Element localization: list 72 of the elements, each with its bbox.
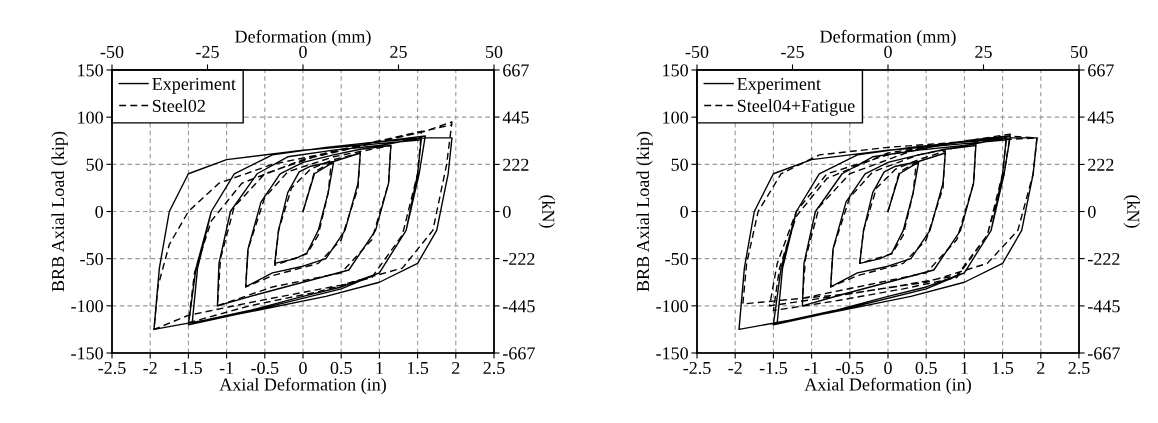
x2-axis-title: Deformation (mm) [820, 29, 956, 47]
y-tick-label: -150 [71, 347, 103, 360]
x-tick-label: 2.5 [483, 361, 505, 375]
y-tick-label: 150 [78, 64, 103, 77]
x-tick-label: 2 [452, 361, 460, 374]
x2-tick-label: -50 [100, 45, 124, 58]
x-tick-label: 1.5 [407, 361, 429, 375]
x-tick-label: 0.5 [915, 361, 937, 375]
x-axis-title: Axial Deformation (in) [219, 377, 386, 395]
x-tick-label: 0.5 [330, 361, 352, 375]
x2-axis-title: Deformation (mm) [235, 29, 371, 47]
y-tick-label: 100 [663, 111, 688, 124]
y2-tick-label: 445 [1087, 111, 1114, 124]
x-tick-label: 1 [376, 361, 383, 374]
x2-tick-label: 50 [486, 45, 503, 58]
y-tick-label: 50 [86, 158, 103, 171]
y2-tick-label: 222 [503, 158, 529, 171]
y-tick-label: -50 [665, 252, 688, 266]
legend-label: Experiment [152, 77, 236, 94]
y-tick-label: -50 [80, 252, 103, 266]
x-tick-label: -2 [143, 361, 157, 374]
y-axis-title: BRB Axial Load (kip) [636, 131, 653, 292]
y2-tick-label: -445 [503, 300, 535, 313]
y-tick-label: -150 [656, 347, 688, 360]
y2-tick-label: 0 [1088, 205, 1096, 218]
x-tick-label: 1 [961, 361, 968, 374]
x-tick-label: -2.5 [683, 361, 711, 375]
y-axis-title: BRB Axial Load (kip) [51, 131, 68, 292]
y-tick-label: -100 [656, 300, 688, 313]
y-tick-label: 0 [680, 205, 688, 218]
y2-tick-label: 667 [1088, 64, 1114, 77]
y2-tick-label: -667 [1088, 347, 1120, 360]
x2-tick-label: 25 [975, 45, 992, 58]
y2-axis-title: (kN) [538, 195, 555, 228]
x2-tick-label: 0 [299, 45, 307, 58]
x-tick-label: 2.5 [1068, 361, 1090, 375]
x-tick-label: -1.5 [759, 361, 787, 375]
x-tick-label: -2.5 [98, 361, 126, 375]
x-tick-label: 0 [299, 361, 307, 375]
y-tick-label: 50 [671, 158, 688, 171]
x-tick-label: 1.5 [992, 361, 1014, 375]
x2-tick-label: 0 [884, 45, 892, 58]
y2-tick-label: 445 [502, 111, 529, 124]
x-tick-label: -2 [728, 361, 742, 374]
y-tick-label: 0 [95, 205, 103, 218]
y2-tick-label: -222 [503, 252, 535, 265]
y2-tick-label: -445 [1088, 300, 1120, 313]
y2-tick-label: -222 [1088, 252, 1120, 265]
x-tick-label: -0.5 [251, 361, 279, 375]
x2-tick-label: -50 [685, 45, 709, 58]
y2-axis-title: (kN) [1123, 195, 1140, 228]
x-tick-label: -1 [804, 361, 819, 374]
y2-tick-label: 222 [1088, 158, 1114, 171]
y-tick-label: 150 [663, 64, 688, 77]
legend-label: Steel02 [152, 99, 205, 112]
x-tick-label: 2 [1037, 361, 1045, 374]
y2-tick-label: 0 [503, 205, 511, 218]
y2-tick-label: 667 [503, 64, 529, 77]
x-tick-label: 0 [884, 361, 892, 375]
x2-tick-label: -25 [196, 45, 219, 58]
x2-tick-label: 25 [390, 45, 407, 58]
y2-tick-label: -667 [503, 347, 535, 360]
x2-tick-label: -25 [781, 45, 804, 58]
y-tick-label: 100 [78, 111, 103, 124]
x-tick-label: -0.5 [836, 361, 864, 375]
legend-label: Experiment [737, 77, 821, 94]
x-tick-label: -1 [219, 361, 234, 374]
x-axis-title: Axial Deformation (in) [804, 377, 971, 395]
legend-label: Steel04+Fatigue [737, 99, 855, 116]
x2-tick-label: 50 [1071, 45, 1088, 58]
x-tick-label: -1.5 [174, 361, 202, 375]
y-tick-label: -100 [71, 300, 103, 313]
